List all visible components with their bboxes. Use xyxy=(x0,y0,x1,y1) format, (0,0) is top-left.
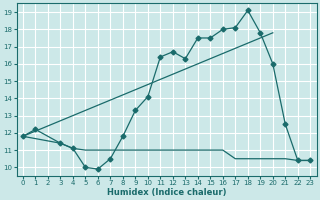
X-axis label: Humidex (Indice chaleur): Humidex (Indice chaleur) xyxy=(107,188,226,197)
